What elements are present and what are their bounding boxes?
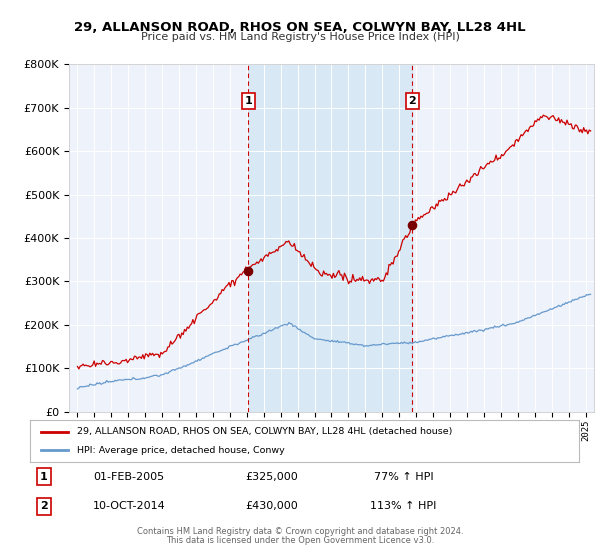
- Text: 77% ↑ HPI: 77% ↑ HPI: [374, 472, 433, 482]
- Text: 29, ALLANSON ROAD, RHOS ON SEA, COLWYN BAY, LL28 4HL: 29, ALLANSON ROAD, RHOS ON SEA, COLWYN B…: [74, 21, 526, 34]
- Text: 1: 1: [40, 472, 47, 482]
- Text: Price paid vs. HM Land Registry's House Price Index (HPI): Price paid vs. HM Land Registry's House …: [140, 32, 460, 43]
- Text: HPI: Average price, detached house, Conwy: HPI: Average price, detached house, Conw…: [77, 446, 284, 455]
- Text: 113% ↑ HPI: 113% ↑ HPI: [370, 501, 437, 511]
- Text: Contains HM Land Registry data © Crown copyright and database right 2024.: Contains HM Land Registry data © Crown c…: [137, 528, 463, 536]
- Text: 29, ALLANSON ROAD, RHOS ON SEA, COLWYN BAY, LL28 4HL (detached house): 29, ALLANSON ROAD, RHOS ON SEA, COLWYN B…: [77, 427, 452, 436]
- Point: [407, 221, 417, 230]
- Text: 2: 2: [40, 501, 47, 511]
- Text: 01-FEB-2005: 01-FEB-2005: [93, 472, 164, 482]
- Bar: [248, 64, 412, 412]
- Text: 1: 1: [244, 96, 252, 106]
- Point: [244, 266, 253, 275]
- Text: £325,000: £325,000: [245, 472, 298, 482]
- Text: 2: 2: [409, 96, 416, 106]
- Text: £430,000: £430,000: [245, 501, 298, 511]
- Text: 10-OCT-2014: 10-OCT-2014: [92, 501, 165, 511]
- Text: This data is licensed under the Open Government Licence v3.0.: This data is licensed under the Open Gov…: [166, 536, 434, 545]
